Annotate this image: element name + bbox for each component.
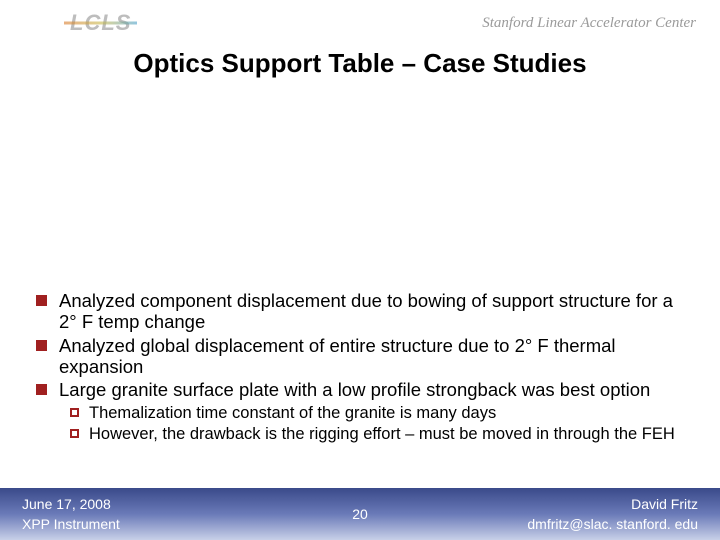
- bullet-square-icon: [36, 384, 47, 395]
- slac-logo: Stanford Linear Accelerator Center: [482, 15, 696, 32]
- bullet-text: Analyzed global displacement of entire s…: [59, 335, 684, 378]
- footer-instrument: XPP Instrument: [22, 516, 120, 532]
- footer-page-number: 20: [352, 506, 368, 522]
- slide-content: Analyzed component displacement due to b…: [36, 290, 684, 446]
- footer-email: dmfritz@slac. stanford. edu: [527, 516, 698, 532]
- footer-author: David Fritz: [527, 496, 698, 512]
- bullet-item: Analyzed global displacement of entire s…: [36, 335, 684, 378]
- footer-date: June 17, 2008: [22, 496, 120, 512]
- slide-header: LCLS Stanford Linear Accelerator Center: [0, 0, 720, 42]
- bullet-item: Analyzed component displacement due to b…: [36, 290, 684, 333]
- footer-left: June 17, 2008 XPP Instrument: [22, 496, 120, 532]
- lcls-logo: LCLS: [70, 10, 131, 36]
- footer-right: David Fritz dmfritz@slac. stanford. edu: [527, 496, 698, 532]
- bullet-square-icon: [36, 340, 47, 351]
- bullet-outline-icon: [70, 429, 79, 438]
- bullet-outline-icon: [70, 408, 79, 417]
- bullet-text: Analyzed component displacement due to b…: [59, 290, 684, 333]
- bullet-text: Large granite surface plate with a low p…: [59, 379, 650, 400]
- sub-bullet-list: Themalization time constant of the grani…: [70, 404, 684, 444]
- bullet-item: Large granite surface plate with a low p…: [36, 379, 684, 400]
- slide-footer: June 17, 2008 XPP Instrument 20 David Fr…: [0, 488, 720, 540]
- sub-bullet-text: However, the drawback is the rigging eff…: [89, 425, 675, 444]
- slide-title: Optics Support Table – Case Studies: [0, 48, 720, 79]
- sub-bullet-text: Themalization time constant of the grani…: [89, 404, 496, 423]
- sub-bullet-item: Themalization time constant of the grani…: [70, 404, 684, 423]
- sub-bullet-item: However, the drawback is the rigging eff…: [70, 425, 684, 444]
- bullet-square-icon: [36, 295, 47, 306]
